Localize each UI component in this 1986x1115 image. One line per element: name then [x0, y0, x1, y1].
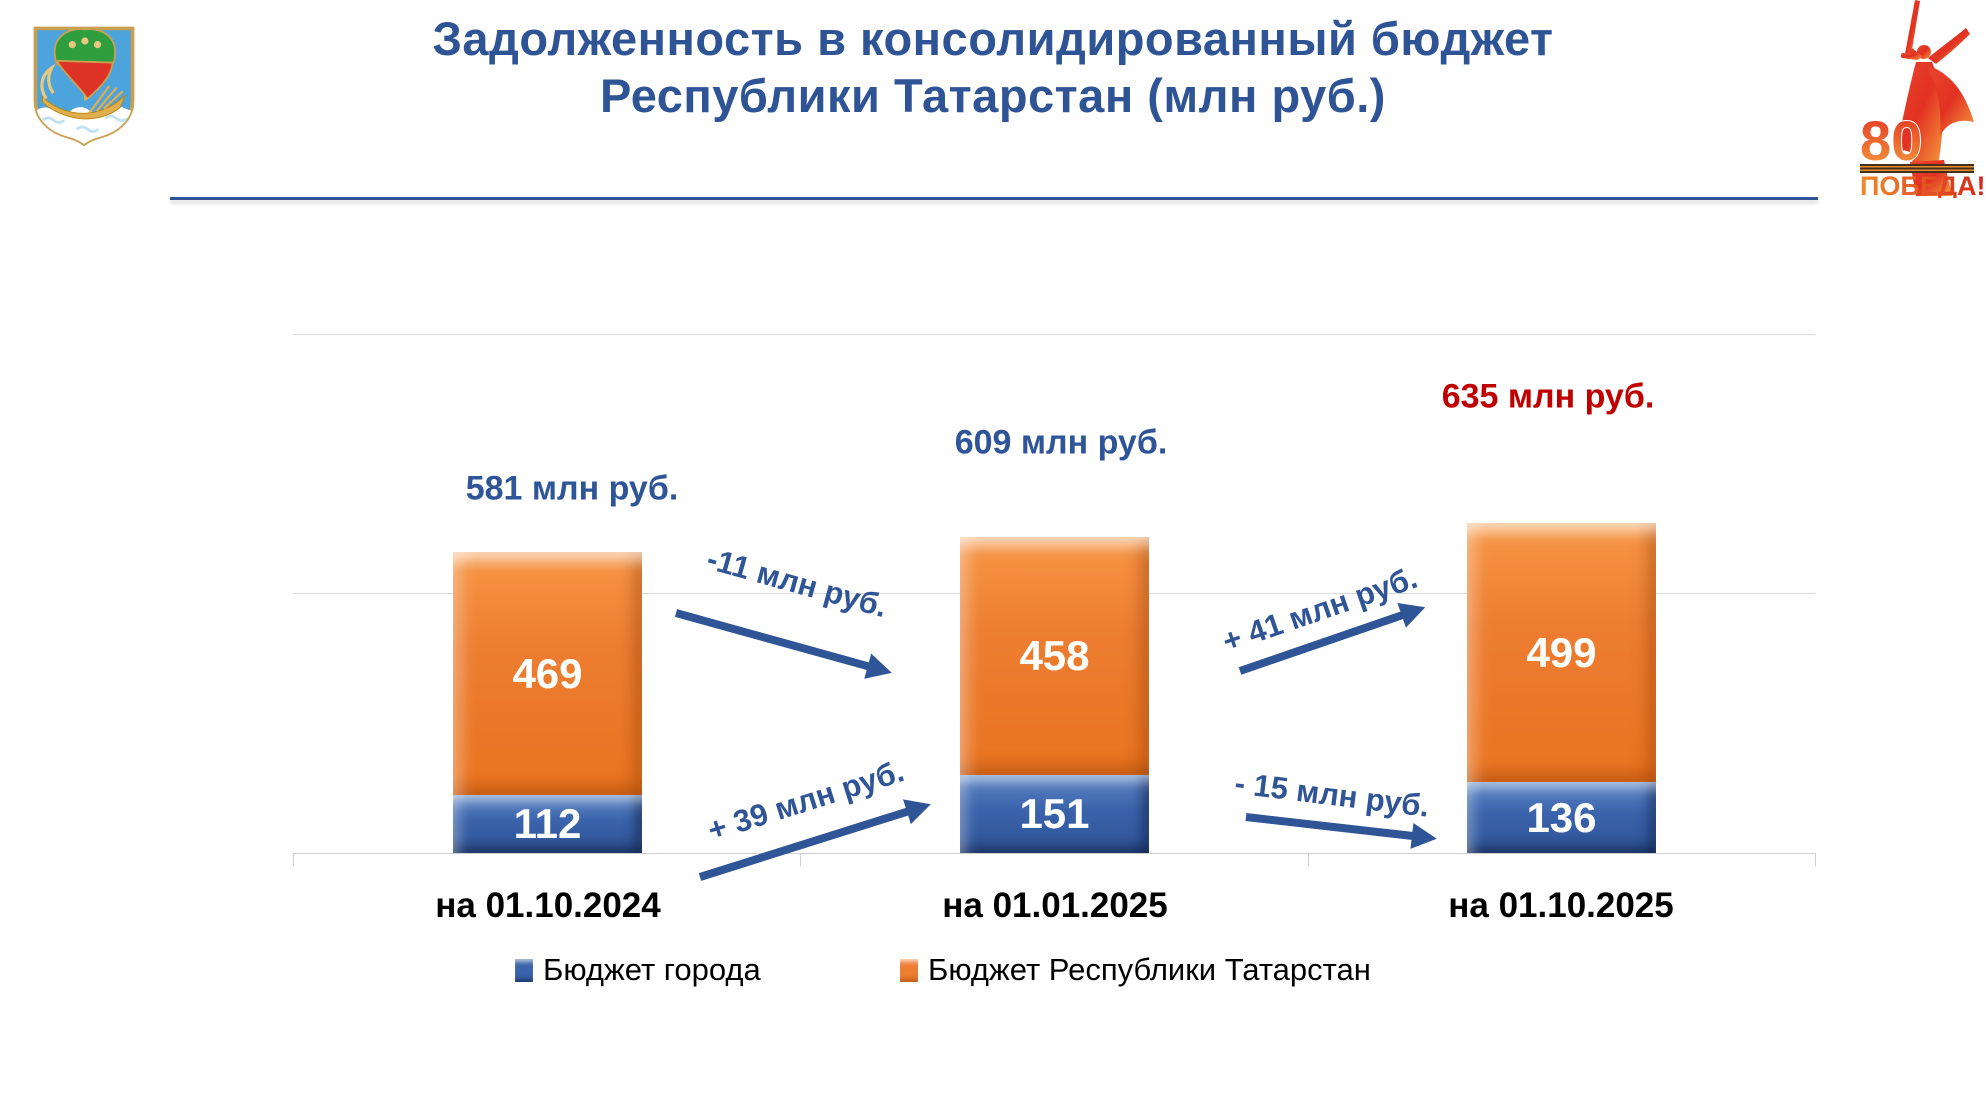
- bar-value-label: 458: [1019, 632, 1090, 679]
- bar-2025-01: 458 151: [960, 537, 1149, 853]
- axis-tick: [293, 853, 294, 866]
- bar-value-label: 151: [1019, 790, 1090, 837]
- bar-segment-city: 112: [453, 795, 642, 853]
- total-label-2025-10: 635 млн руб.: [1441, 377, 1655, 416]
- bar-2025-10: 499 136: [1467, 523, 1656, 853]
- slide-title-line2: Республики Татарстан (млн руб.): [600, 69, 1386, 122]
- title-underline: [170, 197, 1818, 200]
- slide-title: Задолженность в консолидированный бюджет…: [160, 10, 1826, 124]
- legend-label-republic: Бюджет Республики Татарстан: [928, 952, 1371, 987]
- legend-swatch-city: [515, 958, 533, 982]
- legend-item-city: Бюджет города: [515, 952, 761, 988]
- category-label-2024-10: на 01.10.2024: [435, 886, 661, 925]
- category-label-2025-10: на 01.10.2025: [1448, 886, 1674, 925]
- bar-segment-city: 151: [960, 775, 1149, 853]
- bar-value-label: 499: [1526, 628, 1597, 676]
- gridline-1000: [293, 334, 1815, 335]
- axis-tick: [800, 853, 801, 866]
- victory-caption: ПОБЕДА!: [1860, 171, 1984, 198]
- legend-label-city: Бюджет города: [543, 952, 761, 987]
- bar-segment-republic: 499: [1467, 523, 1656, 782]
- bar-segment-republic: 469: [453, 552, 642, 795]
- bar-value-label: 136: [1526, 793, 1597, 841]
- st-george-ribbon: [1860, 164, 1974, 173]
- total-label-2024-10: 581 млн руб.: [465, 469, 679, 508]
- bar-2024-10: 469 112: [453, 552, 642, 853]
- change-annotation: -11 млн руб.: [703, 540, 892, 625]
- bar-segment-city: 136: [1467, 782, 1656, 853]
- bar-value-label: 112: [513, 800, 582, 847]
- city-coat-of-arms-icon: [33, 26, 135, 147]
- total-label-2025-01: 609 млн руб.: [954, 423, 1168, 462]
- legend-swatch-republic: [900, 958, 918, 982]
- change-annotation: + 39 млн руб.: [703, 753, 909, 848]
- victory-number: 80: [1860, 109, 1922, 172]
- category-label-2025-01: на 01.01.2025: [942, 886, 1168, 925]
- change-arrow-republic-1: [674, 609, 870, 671]
- slide-title-line1: Задолженность в консолидированный бюджет: [432, 12, 1554, 65]
- bar-value-label: 469: [512, 649, 583, 697]
- x-axis-baseline: [293, 853, 1815, 854]
- axis-tick: [1308, 853, 1309, 866]
- legend-item-republic: Бюджет Республики Татарстан: [900, 952, 1371, 988]
- victory-80-logo: 80 ПОБЕДА!: [1859, 0, 1984, 198]
- axis-tick: [1815, 853, 1816, 866]
- bar-segment-republic: 458: [960, 537, 1149, 775]
